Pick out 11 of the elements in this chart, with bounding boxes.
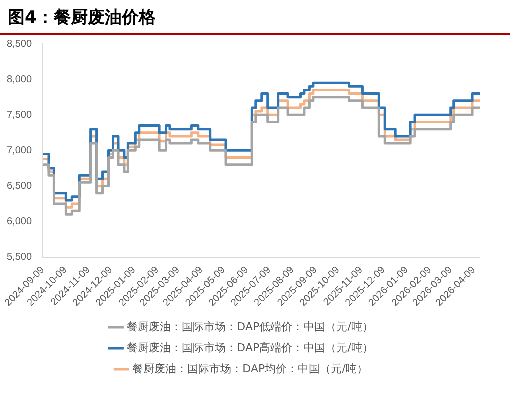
y-tick-label: 8,000: [6, 74, 32, 86]
y-tick-label: 7,500: [6, 110, 32, 121]
legend-label: 餐厨废油：国际市场：DAP高端价：中国（元/吨）: [127, 341, 374, 354]
y-tick-label: 8,500: [6, 38, 32, 50]
legend-label: 餐厨废油：国际市场：DAP低端价：中国（元/吨）: [127, 320, 374, 334]
y-tick-label: 7,000: [6, 145, 32, 156]
chart-title: 图4：餐厨废油价格: [0, 0, 510, 35]
y-tick-label: 6,500: [6, 180, 32, 192]
legend-label: 餐厨废油：国际市场：DAP均价：中国（元/吨）: [132, 362, 368, 376]
y-tick-label: 5,500: [6, 252, 32, 264]
y-tick-label: 6,000: [6, 216, 32, 228]
